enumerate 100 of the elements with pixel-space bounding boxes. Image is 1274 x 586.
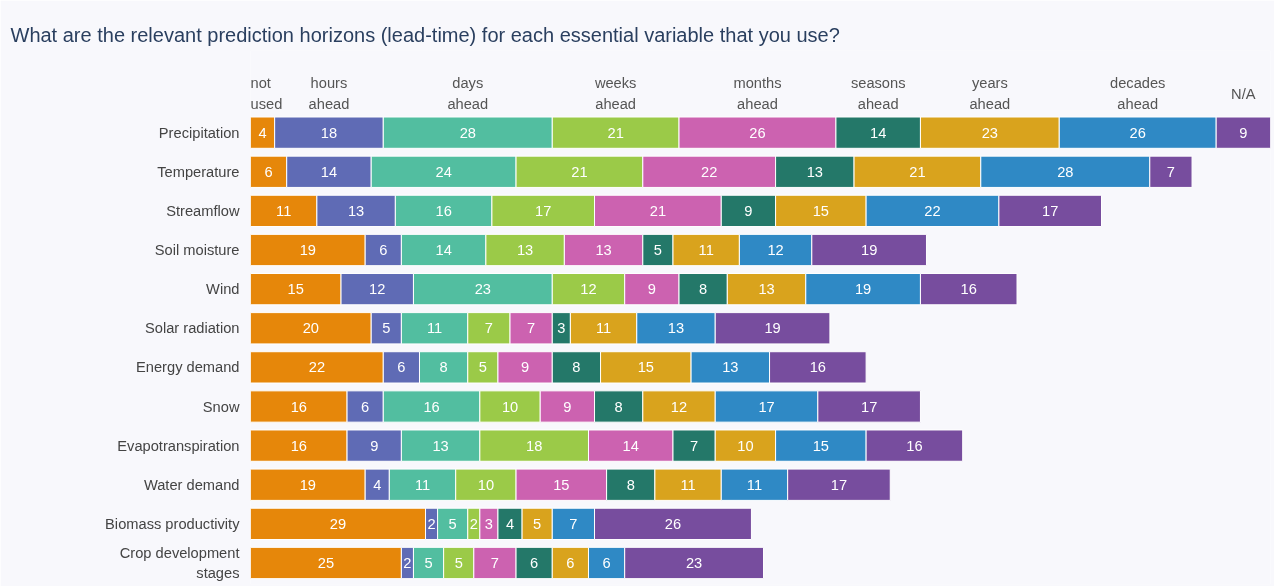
data-label: 6 [397,359,406,376]
data-label: 9 [647,281,656,298]
data-label: 28 [1057,163,1074,180]
data-label: 21 [571,163,588,180]
data-label: 15 [553,476,570,493]
data-label: 16 [809,359,826,376]
data-label: 8 [614,398,623,415]
data-label: 17 [860,398,878,415]
data-label: 16 [435,202,452,219]
data-label: 13 [667,320,685,337]
data-label: 11 [595,320,612,337]
y-tick-label: Snow [202,398,240,415]
data-label: 13 [516,242,534,259]
data-label: 11 [680,476,696,493]
series-label: seasons ahead [850,75,906,112]
data-label: 16 [423,398,440,415]
series-label: decades ahead [1110,75,1166,112]
data-label: 15 [812,202,830,219]
data-label: 12 [580,281,597,298]
data-label: 17 [1042,202,1059,219]
y-tick-label: Water demand [143,476,240,493]
data-label: 4 [258,124,267,141]
data-label: 9 [370,437,379,454]
y-tick-label: Solar radiation [144,320,240,337]
data-label: 2 [469,515,478,532]
chart-title: What are the relevant prediction horizons (lead-time) for each essential variable that you use? [10,23,840,46]
data-label: 10 [477,476,495,493]
data-label: 24 [435,163,452,180]
data-label: 9 [563,398,572,415]
data-label: 23 [981,124,999,141]
data-label: 10 [737,437,754,454]
data-label: 11 [746,476,763,493]
data-label: 16 [906,437,923,454]
data-label: 26 [749,124,766,141]
data-label: 22 [701,163,718,180]
data-label: 7 [569,515,578,532]
y-tick-label: Biomass productivity [105,515,241,532]
data-label: 19 [299,242,316,259]
data-label: 22 [924,202,941,219]
data-label: 9 [521,359,530,376]
data-label: 19 [854,281,872,298]
data-label: 14 [622,437,639,454]
series-label: N/A [1231,85,1256,102]
data-label: 8 [439,359,448,376]
y-tick-label: Wind [206,281,240,298]
data-label: 16 [960,281,977,298]
data-label: 23 [474,281,492,298]
data-label: 18 [320,124,338,141]
data-label: 14 [320,163,338,180]
data-label: 9 [1239,124,1248,141]
data-label: 11 [426,320,443,337]
series-label: months ahead [733,75,782,112]
data-label: 21 [607,124,624,141]
data-label: 21 [649,202,667,219]
data-label: 5 [382,320,391,337]
data-label: 3 [557,320,566,337]
data-label: 29 [329,515,347,532]
data-label: 13 [722,359,739,376]
data-label: 25 [317,554,335,571]
data-label: 13 [347,202,365,219]
data-label: 9 [744,202,753,219]
data-label: 11 [276,202,292,219]
data-label: 2 [427,515,436,532]
data-label: 4 [505,515,515,532]
data-label: 26 [1129,124,1146,141]
data-label: 10 [501,398,519,415]
data-label: 14 [870,124,887,141]
series-label: weeks ahead [593,75,637,112]
data-label: 3 [484,515,493,532]
data-label: 11 [698,242,714,259]
data-label: 19 [764,320,781,337]
data-label: 5 [653,242,662,259]
data-label: 13 [432,437,449,454]
series-label: hours ahead [308,75,350,112]
data-label: 7 [690,437,699,454]
data-label: 6 [361,398,370,415]
y-tick-label: Energy demand [136,359,240,376]
data-label: 15 [287,281,304,298]
data-label: 13 [758,281,775,298]
data-label: 17 [758,398,775,415]
data-label: 26 [664,515,682,532]
data-label: 13 [595,242,612,259]
data-label: 28 [459,124,476,141]
data-label: 12 [670,398,688,415]
data-label: 14 [435,242,452,259]
data-label: 5 [448,515,457,532]
data-label: 12 [369,281,386,298]
data-label: 2 [403,554,412,571]
data-label: 7 [527,320,536,337]
data-label: 8 [626,476,635,493]
data-label: 6 [379,242,388,259]
data-label: 5 [533,515,542,532]
data-label: 5 [424,554,433,571]
y-tick-label: Temperature [157,163,240,180]
y-tick-label: Evapotranspiration [117,437,240,454]
data-label: 21 [909,163,926,180]
series-label: days ahead [447,75,489,112]
data-label: 12 [767,242,784,259]
data-label: 8 [699,281,708,298]
data-label: 6 [530,554,539,571]
